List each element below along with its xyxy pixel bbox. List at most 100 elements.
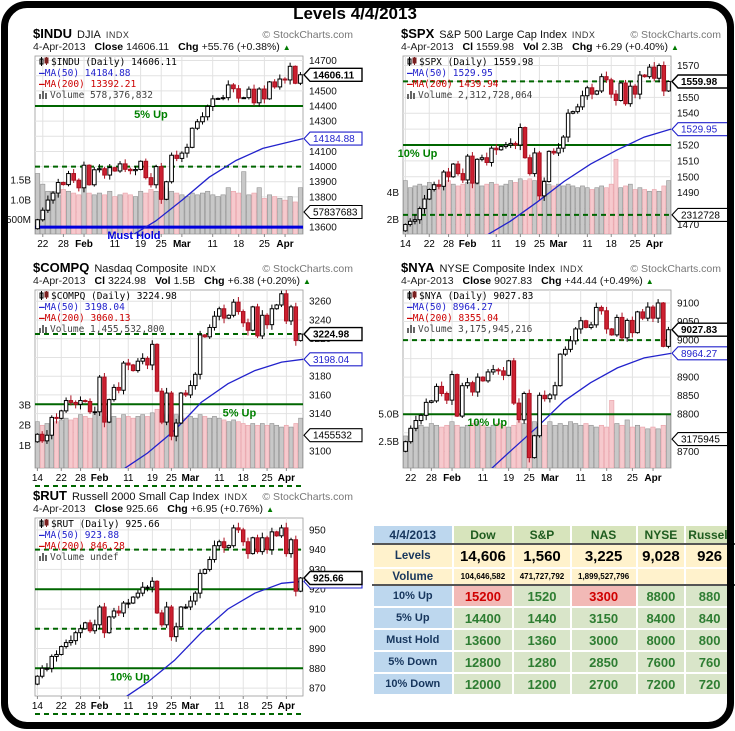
close-value-callout: 1559.98: [671, 74, 731, 89]
candlestick-chart: 10% Up 870 880 890 900 910 920 930 940 950 14 22 28 F…: [32, 517, 363, 715]
volume-scale-label: 3B: [19, 401, 32, 412]
svg-text:880: 880: [309, 664, 326, 675]
chart-header: $RUT Russell 2000 Small Cap Index INDX ©…: [33, 488, 365, 503]
table-value-cell: 8800: [635, 584, 687, 608]
table-row: 5% Up 14400 1440 3150 8400 840: [372, 606, 735, 630]
svg-text:18: 18: [238, 473, 250, 484]
up-arrow-icon: ▲: [645, 277, 654, 286]
level-line-label: 10% Up: [467, 417, 507, 429]
svg-text:3260: 3260: [309, 297, 332, 308]
svg-text:19: 19: [515, 239, 527, 250]
svg-text:920: 920: [309, 585, 326, 596]
table-value-cell: 12000: [451, 672, 515, 696]
svg-text:11: 11: [491, 239, 502, 250]
stockcharts-copyright: © StockCharts.com: [630, 29, 721, 41]
chart-index-suffix: INDX: [224, 492, 248, 502]
stat-label: Cl: [462, 41, 474, 53]
svg-text:9027.83: 9027.83: [681, 325, 718, 336]
volume-scale-label: 5.0B: [378, 410, 399, 421]
candles: [35, 290, 303, 444]
svg-text:22: 22: [405, 473, 417, 484]
table-value-cell: 1,560: [512, 543, 572, 569]
chart-plot-area: 5% Up Must Hold 13600 13800 13900 14000 14100 1…: [6, 55, 365, 253]
table-row: Levels 14,606 1,560 3,225 9,028 926: [372, 543, 735, 569]
chart-date-line: 4-Apr-2013 Close 925.66 Chg +6.95 (+0.76%) ▲: [33, 503, 365, 517]
svg-text:28: 28: [58, 239, 70, 250]
svg-text:1490: 1490: [677, 188, 700, 199]
x-axis-labels: 14 22 28 Feb 11 19 25 Mar 11 18 25 Apr: [32, 468, 295, 484]
stat-label: Vol: [523, 41, 539, 53]
svg-text:Feb: Feb: [91, 701, 109, 712]
up-arrow-icon: ▲: [282, 43, 291, 52]
svg-text:1470: 1470: [677, 220, 700, 231]
stockcharts-copyright: © StockCharts.com: [262, 491, 353, 503]
chart-description: Nasdaq Composite: [94, 263, 188, 275]
volume-scale-label: 1.5B: [10, 176, 31, 187]
svg-text:3140: 3140: [309, 409, 332, 420]
up-arrow-icon: ▲: [670, 43, 679, 52]
x-axis-labels: 14 22 28 Feb 11 19 25 Mar 11 18 25 Apr: [32, 696, 295, 712]
svg-text:14: 14: [400, 239, 412, 250]
table-column-header: Russell: [684, 524, 735, 545]
ma50-line: [487, 128, 671, 234]
chart-header: $NYA NYSE Composite Index INDX © StockCh…: [401, 260, 733, 275]
table-value-cell: 14400: [451, 606, 515, 630]
svg-text:14: 14: [32, 473, 44, 484]
svg-text:Mar: Mar: [550, 239, 568, 250]
table-value-cell: 8000: [635, 628, 687, 652]
svg-text:18: 18: [238, 701, 250, 712]
row-label: Volume: [372, 567, 454, 586]
stat-value: 9027.83: [494, 275, 533, 287]
chart-date-line: 4-Apr-2013 Cl 3224.98 Vol 1.5B Chg +6.38 (+0.2…: [33, 275, 365, 289]
svg-text:18: 18: [601, 473, 613, 484]
table-row: 10% Down 12000 1200 2700 7200 720: [372, 672, 735, 696]
up-arrow-icon: ▲: [266, 505, 274, 514]
svg-text:19: 19: [147, 701, 159, 712]
chart-description: S&P 500 Large Cap Index: [439, 29, 567, 41]
level-line-label: Must Hold: [107, 230, 160, 242]
svg-text:Apr: Apr: [644, 473, 661, 484]
svg-text:890: 890: [309, 644, 326, 655]
svg-text:8900: 8900: [677, 373, 700, 384]
table-column-header: S&P: [512, 524, 572, 545]
level-line-label: 10% Up: [398, 148, 438, 160]
ma50-line: [125, 580, 303, 696]
table-row: Must Hold 13600 1360 3000 8000 800: [372, 628, 735, 652]
candles: [35, 522, 303, 686]
svg-text:11: 11: [123, 701, 134, 712]
chart-ticker: $SPX: [401, 26, 435, 41]
stat-value: 3224.98: [108, 275, 146, 287]
candles: [35, 62, 303, 230]
chart-ticker: $INDU: [33, 26, 73, 41]
svg-text:3175945: 3175945: [681, 435, 720, 446]
svg-text:11: 11: [582, 239, 593, 250]
table-value-cell: 14,606: [451, 543, 515, 569]
chart-header: $SPX S&P 500 Large Cap Index INDX © Stoc…: [401, 26, 733, 41]
svg-text:Apr: Apr: [646, 239, 663, 250]
table-value-cell: 12800: [451, 650, 515, 674]
svg-text:1550: 1550: [677, 93, 700, 104]
volume-scale-label: 2.5B: [378, 437, 399, 448]
stat-label: Chg: [178, 41, 199, 53]
table-row: Volume 104,646,582 471,727,792 1,899,527,79…: [372, 567, 735, 586]
x-axis-labels: 22 28 Feb 11 19 25 Mar 11 18 25 Apr: [405, 468, 662, 484]
volume-value-callout: 3175945: [671, 432, 731, 447]
svg-text:Feb: Feb: [459, 239, 477, 250]
svg-text:13800: 13800: [309, 192, 337, 203]
chart-ticker: $NYA: [401, 260, 435, 275]
table-value-cell: 1200: [512, 672, 572, 696]
svg-text:13600: 13600: [309, 223, 337, 234]
chart-header: $COMPQ Nasdaq Composite INDX © StockChar…: [33, 260, 365, 275]
svg-text:19: 19: [503, 473, 515, 484]
level-lines: 10% Up: [403, 339, 671, 429]
x-axis-labels: 14 22 28 Feb 11 19 25 Mar 11 18 25 Apr: [400, 234, 663, 250]
table-column-header: NYSE: [635, 524, 687, 545]
table-value-cell: 13600: [451, 628, 515, 652]
row-label: Must Hold: [372, 628, 454, 652]
svg-text:2312728: 2312728: [681, 210, 720, 221]
svg-text:57837683: 57837683: [313, 208, 358, 219]
stockcharts-copyright: © StockCharts.com: [262, 263, 353, 275]
table-value-cell: 840: [684, 606, 735, 630]
svg-text:3180: 3180: [309, 372, 332, 383]
